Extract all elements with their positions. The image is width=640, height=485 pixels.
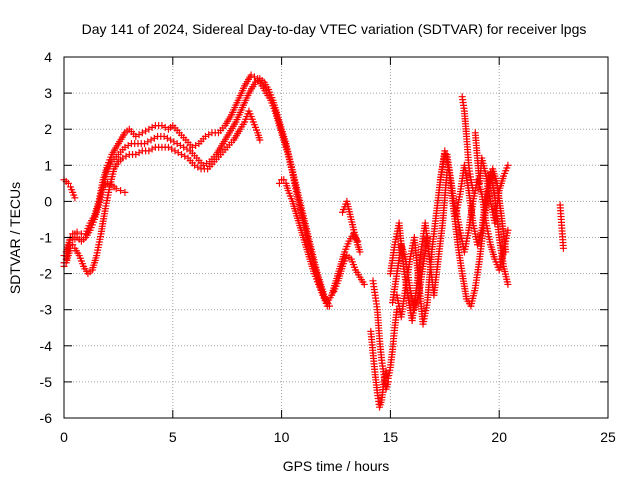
y-tick-label: 3 <box>44 85 52 101</box>
data-point <box>168 145 176 153</box>
data-point <box>178 150 186 158</box>
data-point <box>192 141 200 149</box>
data-point <box>194 163 202 171</box>
data-point <box>275 179 283 187</box>
axis-ticks: 0 5 10 15 20 25 -6 -5 -4 -3 -2 -1 0 1 2 3 4 <box>40 49 616 445</box>
data-point <box>173 140 181 148</box>
data-point <box>356 248 364 256</box>
data-point <box>121 188 129 196</box>
y-tick-label: 4 <box>44 49 52 65</box>
data-point <box>205 131 213 139</box>
data-point <box>71 194 79 202</box>
data-point <box>124 141 132 149</box>
data-point <box>559 244 567 252</box>
data-point <box>167 136 175 144</box>
data-point <box>384 378 392 386</box>
y-tick-label: -3 <box>40 302 53 318</box>
data-point <box>69 241 77 249</box>
data-series <box>60 71 567 411</box>
x-tick-label: 15 <box>383 429 399 445</box>
data-point <box>180 143 188 151</box>
data-point <box>135 149 143 157</box>
data-point <box>145 125 153 133</box>
data-point <box>360 280 368 288</box>
data-point <box>122 152 130 160</box>
data-point <box>132 150 140 158</box>
data-point <box>117 187 125 195</box>
data-point <box>142 127 150 135</box>
data-point <box>174 149 182 157</box>
data-point <box>145 147 153 155</box>
y-tick-label: 1 <box>44 157 52 173</box>
data-point <box>325 302 333 310</box>
y-tick-label: 2 <box>44 121 52 137</box>
x-tick-label: 25 <box>600 429 616 445</box>
data-point <box>423 234 431 241</box>
x-tick-label: 0 <box>60 429 68 445</box>
x-tick-label: 20 <box>491 429 507 445</box>
data-point <box>183 145 191 153</box>
data-point <box>170 138 178 146</box>
data-point <box>147 136 155 144</box>
data-point <box>148 123 156 131</box>
data-point <box>504 280 512 288</box>
data-point <box>176 141 184 149</box>
y-tick-label: -4 <box>40 338 53 354</box>
data-point <box>104 179 112 187</box>
data-point <box>158 122 166 130</box>
data-point <box>504 226 512 234</box>
data-point <box>141 140 149 148</box>
data-point <box>135 131 143 139</box>
chart-title: Day 141 of 2024, Sidereal Day-to-day VTE… <box>82 21 587 37</box>
y-tick-label: 0 <box>44 193 52 209</box>
y-tick-label: -2 <box>40 266 53 282</box>
data-point <box>164 143 172 151</box>
data-point <box>144 138 152 146</box>
data-point <box>163 134 171 142</box>
data-point <box>256 136 264 144</box>
data-point <box>112 185 120 193</box>
data-point <box>160 132 168 140</box>
data-point <box>280 176 288 184</box>
data-point <box>138 129 146 137</box>
data-point <box>504 161 512 169</box>
data-point <box>64 179 72 187</box>
data-point <box>150 134 158 142</box>
data-point <box>469 187 477 195</box>
x-tick-label: 5 <box>169 429 177 445</box>
grid <box>64 57 608 418</box>
y-axis-label: SDTVAR / TECUs <box>7 182 23 294</box>
data-point <box>148 145 156 153</box>
y-tick-label: -5 <box>40 374 53 390</box>
data-point <box>181 152 189 160</box>
y-tick-label: -6 <box>40 410 53 426</box>
x-tick-label: 10 <box>274 429 290 445</box>
y-tick-label: -1 <box>40 230 53 246</box>
x-axis-label: GPS time / hours <box>283 458 390 474</box>
